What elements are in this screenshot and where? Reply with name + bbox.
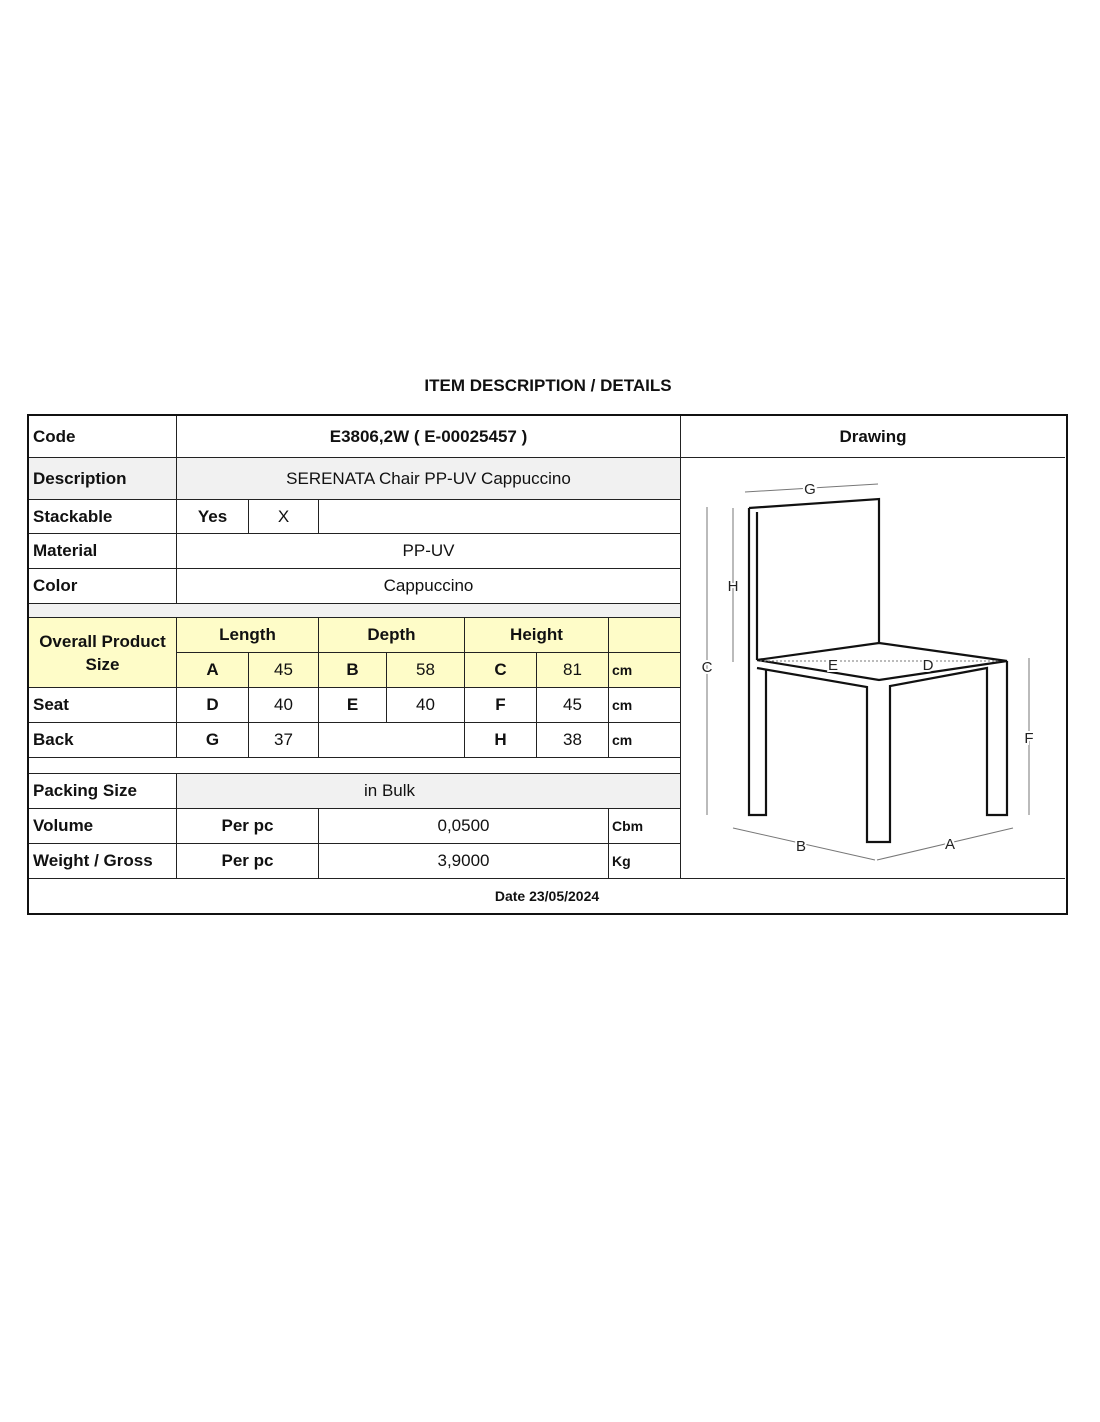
value-a: 45 [249, 653, 319, 688]
color-value: Cappuccino [177, 569, 681, 604]
back-unit: cm [609, 723, 681, 758]
drawing-cell [681, 458, 1065, 879]
header-depth: Depth [319, 618, 465, 653]
value-d: 40 [249, 688, 319, 723]
stackable-yes: Yes [177, 500, 249, 534]
seat-label: Seat [29, 688, 177, 723]
volume-label: Volume [29, 809, 177, 844]
material-value: PP-UV [177, 534, 681, 569]
key-g: G [177, 723, 249, 758]
document-title: ITEM DESCRIPTION / DETAILS [424, 376, 672, 395]
volume-per: Per pc [177, 809, 319, 844]
color-label: Color [29, 569, 177, 604]
key-h: H [465, 723, 537, 758]
key-c: C [465, 653, 537, 688]
weight-unit: Kg [609, 844, 681, 879]
header-length: Length [177, 618, 319, 653]
value-g: 37 [249, 723, 319, 758]
overall-label: Overall Product Size [29, 618, 177, 688]
details-table [27, 414, 1068, 915]
drawing-label: Drawing [681, 416, 1065, 458]
stackable-empty [319, 500, 681, 534]
back-label: Back [29, 723, 177, 758]
back-empty [319, 723, 465, 758]
description-value: SERENATA Chair PP-UV Cappuccino [177, 458, 681, 500]
key-b: B [319, 653, 387, 688]
value-e: 40 [387, 688, 465, 723]
code-label: Code [29, 416, 177, 458]
header-unit [609, 618, 681, 653]
stackable-mark: X [249, 500, 319, 534]
spacer-row [29, 604, 681, 618]
volume-unit: Cbm [609, 809, 681, 844]
key-d: D [177, 688, 249, 723]
header-height: Height [465, 618, 609, 653]
value-f: 45 [537, 688, 609, 723]
key-a: A [177, 653, 249, 688]
weight-label: Weight / Gross [29, 844, 177, 879]
stackable-label: Stackable [29, 500, 177, 534]
code-value: E3806,2W ( E-00025457 ) [177, 416, 681, 458]
value-b: 58 [387, 653, 465, 688]
spacer-row [29, 758, 681, 774]
description-label: Description [29, 458, 177, 500]
weight-value: 3,9000 [319, 844, 609, 879]
seat-unit: cm [609, 688, 681, 723]
material-label: Material [29, 534, 177, 569]
value-c: 81 [537, 653, 609, 688]
weight-per: Per pc [177, 844, 319, 879]
value-h: 38 [537, 723, 609, 758]
overall-unit: cm [609, 653, 681, 688]
key-e: E [319, 688, 387, 723]
date: Date 23/05/2024 [29, 879, 1065, 912]
packing-value: in Bulk [177, 774, 681, 809]
key-f: F [465, 688, 537, 723]
packing-label: Packing Size [29, 774, 177, 809]
volume-value: 0,0500 [319, 809, 609, 844]
